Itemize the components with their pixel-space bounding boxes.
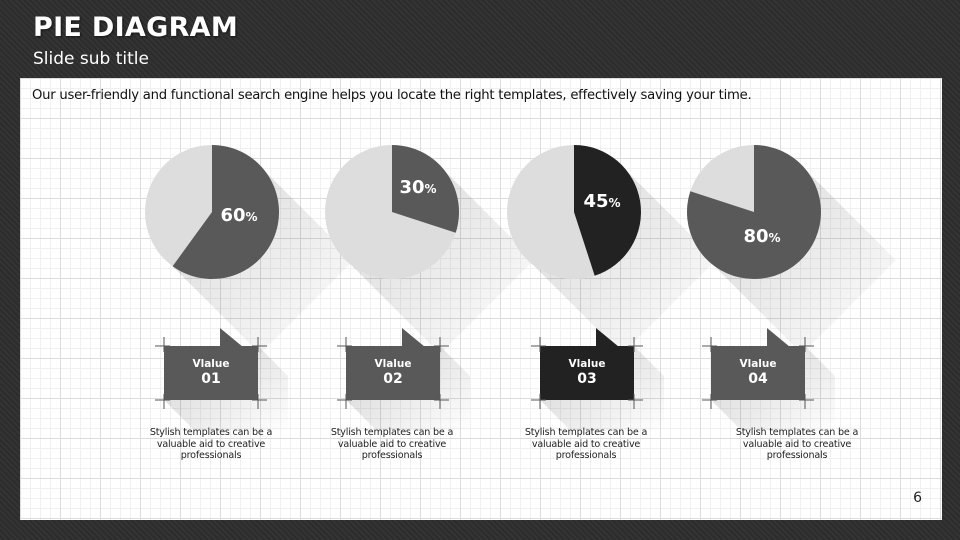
callout-tab — [596, 328, 619, 347]
pie-chart-4: 80% — [687, 145, 896, 354]
pie-value-label: 60% — [220, 205, 257, 226]
callout-shape — [531, 328, 664, 430]
item-description-2: Stylish templates can be a valuable aid … — [330, 427, 454, 462]
pie-chart-2: 30% — [325, 145, 534, 354]
callout-label: Vlalue — [374, 358, 412, 371]
pie-chart-1: 60% — [145, 145, 354, 354]
callout-box — [164, 346, 258, 400]
callout-number: 04 — [748, 370, 768, 387]
value-callout-2: Vlalue 02 — [337, 328, 470, 430]
callout-label: Vlalue — [739, 358, 777, 371]
callout-text: Vlalue 02 — [346, 346, 440, 400]
callout-shape — [337, 328, 470, 430]
callout-tab — [402, 328, 425, 347]
slide-title: PIE DIAGRAM — [33, 12, 239, 43]
content-panel: Our user-friendly and functional search … — [20, 78, 942, 520]
callout-label: Vlalue — [192, 358, 230, 371]
pie-value-label: 45% — [583, 191, 620, 212]
callout-tab — [767, 328, 790, 347]
callout-text: Vlalue 04 — [711, 346, 805, 400]
callout-text: Vlalue 01 — [164, 346, 258, 400]
pie-value-slice — [687, 145, 822, 279]
intro-text: Our user-friendly and functional search … — [32, 88, 752, 103]
value-callout-4: Vlalue 04 — [702, 328, 835, 430]
item-description-4: Stylish templates can be a valuable aid … — [735, 427, 859, 462]
callout-box — [346, 346, 440, 400]
callout-box — [711, 346, 805, 400]
pie-chart-3: 45% — [507, 145, 716, 354]
callout-shape — [702, 328, 835, 430]
value-callout-3: Vlalue 03 — [531, 328, 664, 430]
slide-subtitle: Slide sub title — [33, 49, 149, 69]
item-description-1: Stylish templates can be a valuable aid … — [149, 427, 273, 462]
callout-number: 02 — [383, 370, 403, 387]
pie-value-slice — [172, 145, 279, 279]
callout-text: Vlalue 03 — [540, 346, 634, 400]
pie-charts: 60% 30% 45% 80% — [145, 145, 896, 354]
callout-number: 01 — [201, 370, 221, 387]
callout-number: 03 — [577, 370, 597, 387]
callout-tab — [220, 328, 243, 347]
page-number: 6 — [913, 490, 922, 506]
pie-value-label: 80% — [743, 226, 780, 247]
callout-label: Vlalue — [568, 358, 606, 371]
item-description-3: Stylish templates can be a valuable aid … — [524, 427, 648, 462]
callout-shape — [155, 328, 288, 430]
callout-box — [540, 346, 634, 400]
pie-value-slice — [574, 145, 641, 276]
pie-value-slice — [392, 145, 459, 233]
pie-value-label: 30% — [399, 177, 436, 198]
value-callout-1: Vlalue 01 — [155, 328, 288, 430]
